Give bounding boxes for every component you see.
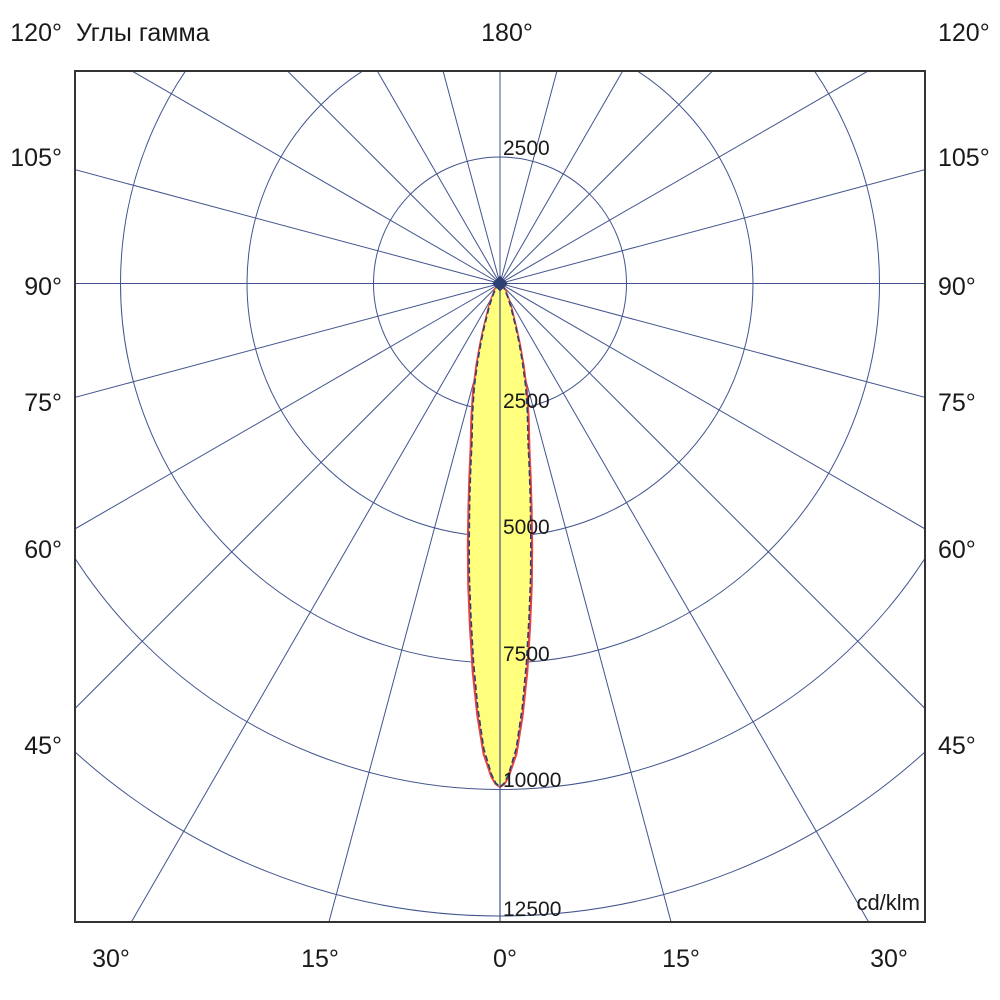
grid-ray: [130, 71, 501, 284]
angle-label-right-105: 105°: [938, 144, 990, 172]
angle-label-right-90: 90°: [938, 273, 976, 301]
grid-ray: [499, 71, 714, 284]
radial-tick-12500: 12500: [503, 898, 561, 921]
angle-label-left-90: 90°: [24, 273, 62, 301]
angle-label-bottom-30r: 30°: [870, 945, 908, 973]
radial-tick-7500: 7500: [503, 643, 550, 666]
angle-label-right-60: 60°: [938, 536, 976, 564]
angle-label-bottom-15l: 15°: [301, 945, 339, 973]
grid-ray: [499, 169, 925, 284]
center-marker: [492, 275, 508, 292]
radial-tick-10000: 10000: [503, 769, 561, 792]
angle-label-left-75: 75°: [24, 389, 62, 417]
angle-label-right-120: 120°: [938, 19, 990, 47]
angle-label-right-45: 45°: [938, 732, 976, 760]
angle-label-bottom-15r: 15°: [662, 945, 700, 973]
grid-ray: [499, 283, 925, 710]
grid-ray: [499, 283, 925, 530]
grid-ray: [499, 283, 925, 398]
grid-ray: [499, 283, 672, 922]
angle-label-right-75: 75°: [938, 389, 976, 417]
grid-ray: [75, 169, 501, 284]
grid-ray: [499, 71, 870, 284]
grid-ray: [442, 71, 501, 284]
grid-ray: [328, 283, 501, 922]
angle-label-bottom-30l: 30°: [92, 945, 130, 973]
grid-ray: [499, 71, 558, 284]
grid-ray: [286, 71, 501, 284]
grid-ray: [499, 283, 870, 922]
grid-ray: [499, 71, 624, 284]
grid-ray: [75, 283, 501, 530]
unit-label: cd/klm: [856, 890, 920, 915]
grid-ray: [75, 283, 501, 398]
angle-label-bottom-0: 0°: [493, 945, 517, 973]
grid-ray: [75, 283, 501, 710]
radial-tick-2500: 2500: [503, 390, 550, 413]
intensity-curves: [466, 275, 534, 922]
radial-tick-2500-upper: 2500: [503, 137, 550, 160]
angle-label-left-105: 105°: [10, 144, 62, 172]
grid-ray: [376, 71, 501, 284]
angle-label-left-60: 60°: [24, 536, 62, 564]
plot-border: [74, 70, 926, 923]
radial-tick-5000: 5000: [503, 516, 550, 539]
grid-ray: [130, 283, 501, 922]
angle-label-top-180: 180°: [481, 19, 533, 47]
angle-label-left-120: 120°: [10, 19, 62, 47]
chart-title: Углы гамма: [76, 19, 210, 47]
angle-label-left-45: 45°: [24, 732, 62, 760]
